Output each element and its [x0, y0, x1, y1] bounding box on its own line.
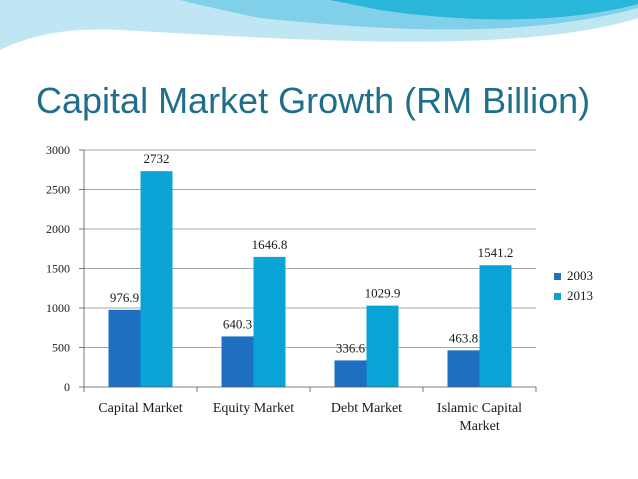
data-label: 336.6: [336, 340, 366, 355]
bar-2003: [221, 336, 254, 387]
x-category-label: Islamic Capital: [437, 401, 522, 416]
legend-label-2013: 2013: [567, 288, 593, 303]
y-tick-label: 0: [64, 380, 70, 394]
data-labels: 976.9 2732 640.3 1646.8 336.6 1029.9 463.8 1541…: [110, 151, 514, 355]
data-label: 1029.9: [365, 286, 401, 301]
bar-2003: [108, 309, 141, 387]
x-category-label: Capital Market: [98, 401, 182, 416]
header-wave-dark: [330, 0, 638, 20]
bar-2003: [334, 360, 367, 387]
legend-item-2003: 2003: [554, 266, 593, 286]
x-axis-labels: Capital Market Equity Market Debt Market Is…: [98, 401, 522, 434]
data-label: 1646.8: [252, 237, 288, 252]
legend-swatch-2003: [554, 272, 561, 280]
bar-2013: [140, 171, 173, 387]
y-tick-label: 2000: [46, 222, 70, 236]
bar-2013: [479, 265, 512, 387]
data-label: 640.3: [223, 316, 252, 331]
legend: 2003 2013: [554, 266, 593, 306]
data-label: 463.8: [449, 330, 478, 345]
legend-label-2003: 2003: [567, 268, 593, 283]
data-label: 976.9: [110, 290, 139, 305]
y-axis-ticks: 0 500 1000 1500 2000 2500 3000: [46, 143, 84, 394]
y-tick-label: 500: [52, 341, 70, 355]
x-category-label: Market: [459, 419, 500, 434]
y-tick-label: 3000: [46, 143, 70, 157]
y-tick-label: 1000: [46, 301, 70, 315]
legend-item-2013: 2013: [554, 286, 593, 306]
header-decoration: [0, 0, 638, 50]
bar-2013: [253, 256, 286, 387]
slide-title: Capital Market Growth (RM Billion): [36, 80, 591, 121]
y-tick-label: 1500: [46, 262, 70, 276]
data-label: 1541.2: [478, 245, 514, 260]
x-category-label: Equity Market: [213, 401, 294, 416]
x-axis: [83, 150, 537, 392]
bar-2013: [366, 305, 399, 387]
legend-swatch-2013: [554, 292, 561, 300]
x-category-label: Debt Market: [331, 401, 402, 416]
bar-2003: [447, 350, 480, 387]
bars: [108, 171, 512, 387]
data-label: 2732: [144, 151, 170, 166]
y-tick-label: 2500: [46, 183, 70, 197]
